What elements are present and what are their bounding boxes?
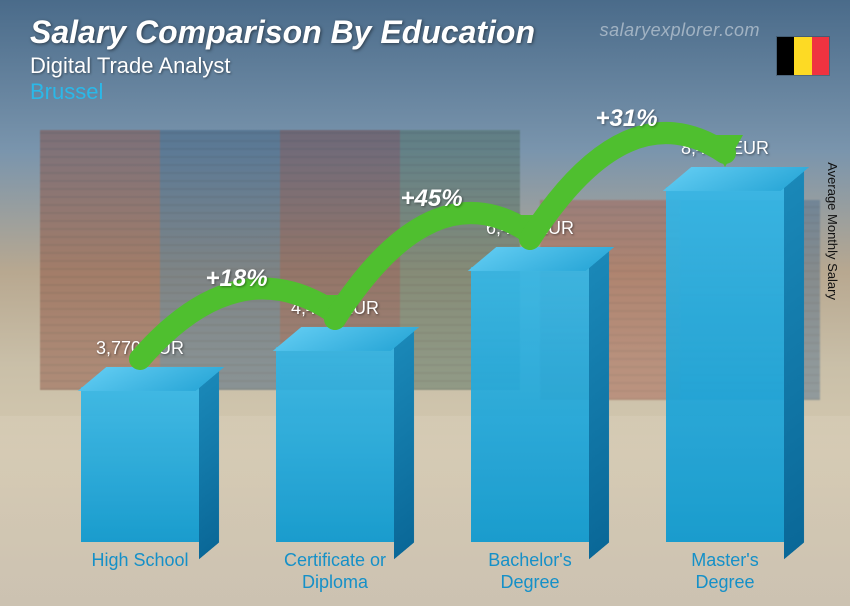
increase-percent: +18%: [206, 265, 268, 293]
bar-category-label: Certificate orDiploma: [245, 550, 425, 593]
bar-front-face: [666, 187, 784, 542]
bar: [81, 387, 199, 542]
bar-front-face: [276, 347, 394, 542]
bar-chart: 3,770 EURHigh School4,430 EURCertificate…: [40, 122, 810, 542]
bar-value-label: 6,420 EUR: [450, 218, 610, 239]
header: Salary Comparison By Education Digital T…: [30, 14, 535, 105]
increase-percent: +45%: [401, 185, 463, 213]
bar: [471, 267, 589, 542]
chart-subtitle: Digital Trade Analyst: [30, 53, 535, 79]
bar-group: 3,770 EURHigh School: [60, 387, 220, 542]
bar-value-label: 4,430 EUR: [255, 298, 415, 319]
bar-group: 4,430 EURCertificate orDiploma: [255, 347, 415, 542]
chart-title: Salary Comparison By Education: [30, 14, 535, 51]
flag-stripe-red: [812, 37, 829, 75]
bar-category-label: Bachelor'sDegree: [440, 550, 620, 593]
bar: [276, 347, 394, 542]
bar-value-label: 8,420 EUR: [645, 138, 805, 159]
watermark: salaryexplorer.com: [600, 20, 760, 41]
bar-category-label: High School: [50, 550, 230, 572]
bar-group: 8,420 EURMaster'sDegree: [645, 187, 805, 542]
bar-side-face: [784, 168, 804, 560]
bar-side-face: [589, 248, 609, 560]
flag-stripe-black: [777, 37, 794, 75]
y-axis-label: Average Monthly Salary: [825, 162, 840, 300]
bar-side-face: [394, 328, 414, 560]
bar-group: 6,420 EURBachelor'sDegree: [450, 267, 610, 542]
bar: [666, 187, 784, 542]
chart-location: Brussel: [30, 79, 535, 105]
bar-category-label: Master'sDegree: [635, 550, 815, 593]
bar-front-face: [81, 387, 199, 542]
bar-value-label: 3,770 EUR: [60, 338, 220, 359]
bar-side-face: [199, 368, 219, 560]
flag-stripe-yellow: [794, 37, 811, 75]
country-flag-belgium: [776, 36, 830, 76]
bar-front-face: [471, 267, 589, 542]
